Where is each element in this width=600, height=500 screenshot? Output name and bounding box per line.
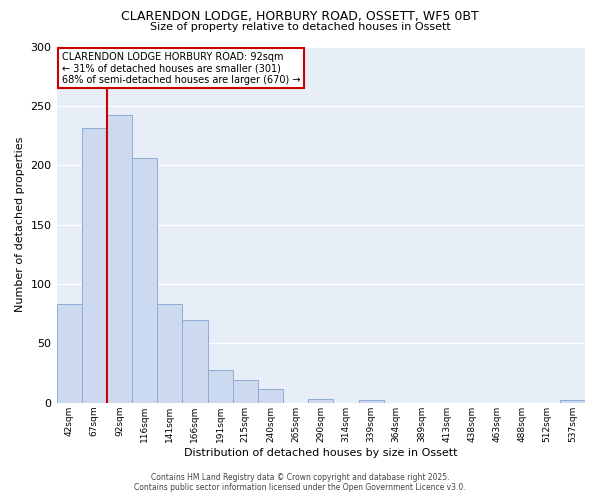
Bar: [308, 399, 334, 403]
Text: CLARENDON LODGE HORBURY ROAD: 92sqm
← 31% of detached houses are smaller (301)
6: CLARENDON LODGE HORBURY ROAD: 92sqm ← 31…: [62, 52, 301, 85]
Bar: [208, 370, 233, 403]
Bar: [233, 380, 258, 403]
Y-axis label: Number of detached properties: Number of detached properties: [15, 137, 25, 312]
Text: CLARENDON LODGE, HORBURY ROAD, OSSETT, WF5 0BT: CLARENDON LODGE, HORBURY ROAD, OSSETT, W…: [121, 10, 479, 23]
Bar: [82, 128, 107, 403]
X-axis label: Distribution of detached houses by size in Ossett: Distribution of detached houses by size …: [184, 448, 458, 458]
Bar: [107, 116, 132, 403]
Bar: [560, 400, 585, 403]
Bar: [56, 304, 82, 403]
Bar: [157, 304, 182, 403]
Bar: [359, 400, 383, 403]
Bar: [258, 388, 283, 403]
Bar: [182, 320, 208, 403]
Bar: [132, 158, 157, 403]
Text: Size of property relative to detached houses in Ossett: Size of property relative to detached ho…: [149, 22, 451, 32]
Text: Contains HM Land Registry data © Crown copyright and database right 2025.
Contai: Contains HM Land Registry data © Crown c…: [134, 473, 466, 492]
